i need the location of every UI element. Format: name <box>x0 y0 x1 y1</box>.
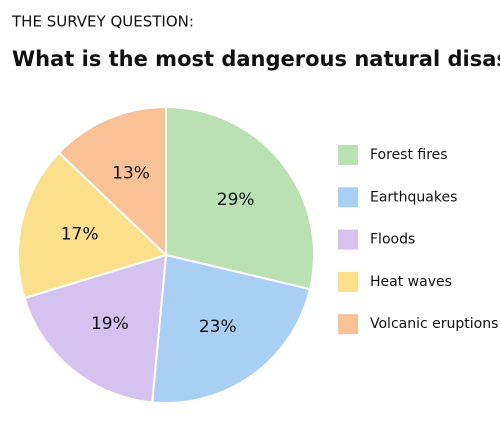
legend-swatch <box>338 229 358 250</box>
legend-label: Earthquakes <box>370 189 457 205</box>
legend-swatch <box>338 145 358 165</box>
data-label: 17% <box>61 224 99 244</box>
data-label: 19% <box>91 314 129 334</box>
data-label: 29% <box>217 190 255 210</box>
legend-swatch <box>338 187 358 208</box>
legend-swatch <box>338 271 358 292</box>
data-label: 23% <box>199 317 237 337</box>
legend-label: Forest fires <box>370 147 448 163</box>
legend-label: Floods <box>370 232 415 248</box>
pie-slice <box>17 151 168 300</box>
data-label: 13% <box>112 163 150 183</box>
pie-slice <box>165 105 315 291</box>
pie-slice <box>151 253 312 404</box>
legend-swatch <box>338 314 358 335</box>
legend-label: Heat waves <box>370 274 452 290</box>
pie-slice <box>23 253 168 404</box>
pie-slice <box>57 105 167 258</box>
chart-subtitle: THE SURVEY QUESTION: <box>11 13 194 31</box>
chart-title: What is the most dangerous natural disas… <box>12 47 500 71</box>
legend-label: Volcanic eruptions <box>370 316 498 332</box>
